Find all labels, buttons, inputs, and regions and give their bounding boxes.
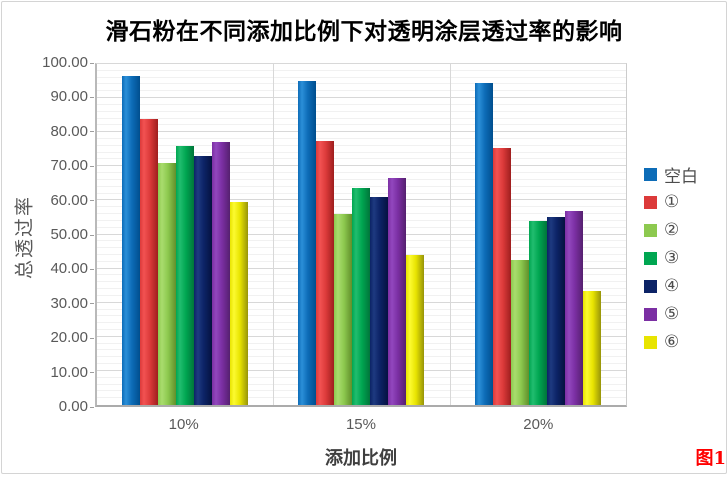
- minor-gridline: [97, 69, 626, 71]
- legend-item-③: ③: [644, 248, 698, 268]
- bar-①-15%: [316, 140, 335, 405]
- y-tick-mark: [90, 406, 94, 408]
- minor-gridline: [97, 178, 626, 180]
- legend-swatch-icon: [644, 251, 657, 265]
- legend-label: ⑥: [664, 332, 680, 352]
- legend-item-②: ②: [644, 220, 698, 240]
- bar-④-15%: [370, 197, 389, 405]
- y-tick-label: 90.00: [50, 88, 88, 106]
- legend-swatch-icon: [644, 279, 657, 293]
- plot-area: [95, 63, 627, 407]
- minor-gridline: [97, 138, 626, 140]
- bar-③-20%: [528, 220, 547, 405]
- minor-gridline: [97, 172, 626, 174]
- bar-⑥-20%: [582, 290, 601, 405]
- bar-①-20%: [492, 147, 511, 405]
- legend-swatch-icon: [644, 195, 657, 209]
- bar-④-10%: [194, 156, 213, 405]
- y-tick-label: 0.00: [58, 398, 88, 415]
- legend-item-⑤: ⑤: [644, 304, 698, 324]
- x-category-label-20%: 20%: [523, 416, 554, 433]
- figure-number-label: 图1: [695, 448, 726, 469]
- legend-label: ④: [664, 276, 680, 296]
- y-tick-mark: [90, 131, 94, 133]
- minor-gridline: [97, 158, 626, 160]
- y-tick-mark: [90, 303, 94, 305]
- bar-⑥-10%: [230, 202, 249, 405]
- x-axis-category-labels: 10% 15% 20%: [95, 416, 627, 436]
- y-tick-label: 20.00: [50, 329, 88, 347]
- minor-gridline: [97, 110, 626, 112]
- legend-item-空白: 空白: [644, 164, 698, 187]
- major-gridline: [97, 165, 626, 167]
- y-tick-mark: [90, 268, 94, 270]
- minor-gridline: [97, 76, 626, 78]
- bar-group-10%: [97, 64, 273, 405]
- bar-⑤-10%: [212, 142, 231, 405]
- bar-⑥-15%: [406, 254, 425, 405]
- bar-空白-20%: [474, 82, 493, 405]
- bar-空白-15%: [298, 81, 317, 405]
- legend-label: ⑤: [664, 304, 680, 324]
- bar-group-15%: [273, 64, 449, 405]
- minor-gridline: [97, 185, 626, 187]
- legend-item-⑥: ⑥: [644, 332, 698, 352]
- y-tick-label: 40.00: [50, 260, 88, 278]
- bar-①-10%: [140, 118, 159, 405]
- y-tick-label: 50.00: [50, 226, 88, 243]
- legend-label: 空白: [664, 166, 698, 187]
- legend-label: ①: [664, 192, 680, 212]
- legend-label: ③: [664, 248, 680, 268]
- major-gridline: [97, 97, 626, 99]
- x-category-label-15%: 15%: [345, 416, 376, 433]
- minor-gridline: [97, 117, 626, 119]
- bar-⑤-20%: [564, 210, 583, 405]
- bar-⑤-15%: [388, 178, 407, 405]
- minor-gridline: [97, 151, 626, 153]
- bar-④-20%: [546, 217, 565, 405]
- legend-label: ②: [664, 220, 680, 240]
- legend-item-①: ①: [644, 192, 698, 212]
- y-tick-label: 100.00: [42, 54, 88, 71]
- chart-title: 滑石粉在不同添加比例下对透明涂层透过率的影响: [105, 18, 623, 45]
- minor-gridline: [97, 90, 626, 92]
- x-axis-title: 添加比例: [325, 448, 397, 469]
- minor-gridline: [97, 103, 626, 105]
- bar-空白-10%: [122, 75, 141, 405]
- y-tick-mark: [90, 372, 94, 374]
- major-gridline: [97, 131, 626, 133]
- legend-swatch-icon: [644, 223, 657, 237]
- y-tick-mark: [90, 200, 94, 202]
- y-tick-mark: [90, 96, 94, 98]
- minor-gridline: [97, 83, 626, 85]
- y-tick-mark: [90, 234, 94, 236]
- y-tick-label: 70.00: [50, 157, 88, 175]
- bar-group-20%: [450, 64, 626, 405]
- minor-gridline: [97, 144, 626, 146]
- bar-②-10%: [158, 162, 177, 405]
- bar-③-10%: [176, 145, 195, 405]
- legend-swatch-icon: [644, 335, 657, 349]
- category-separator-line: [449, 64, 451, 405]
- y-tick-label: 60.00: [50, 191, 88, 209]
- bar-②-20%: [510, 260, 529, 405]
- y-tick-mark: [90, 337, 94, 339]
- legend: 空白 ① ② ③ ④ ⑤ ⑥: [644, 164, 698, 352]
- y-tick-label: 80.00: [50, 122, 88, 140]
- legend-swatch-icon: [644, 307, 657, 321]
- major-gridline: [97, 63, 626, 64]
- bar-③-15%: [352, 188, 371, 405]
- legend-item-④: ④: [644, 276, 698, 296]
- y-tick-mark: [90, 165, 94, 167]
- category-separator-line: [273, 64, 275, 405]
- minor-gridline: [97, 124, 626, 126]
- bar-②-15%: [334, 214, 353, 405]
- legend-swatch-icon: [644, 167, 657, 181]
- y-tick-label: 10.00: [50, 363, 88, 381]
- y-axis-tick-labels: 100.00 90.00 80.00 70.00 60.00 50.00 40.00 30.0…: [0, 55, 94, 415]
- x-category-label-10%: 10%: [168, 416, 199, 433]
- y-tick-label: 30.00: [50, 294, 88, 312]
- y-tick-mark: [90, 62, 94, 64]
